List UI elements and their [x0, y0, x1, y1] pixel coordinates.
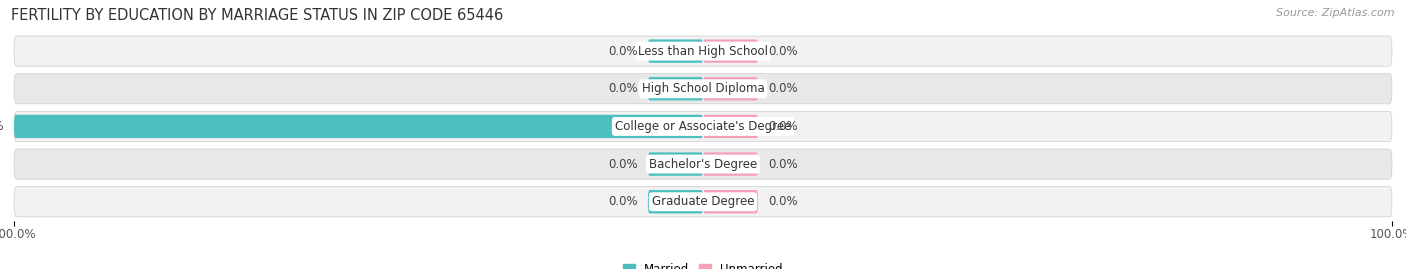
FancyBboxPatch shape: [648, 190, 703, 213]
Text: 0.0%: 0.0%: [607, 158, 637, 171]
FancyBboxPatch shape: [14, 74, 1392, 104]
Text: 0.0%: 0.0%: [769, 158, 799, 171]
FancyBboxPatch shape: [703, 190, 758, 213]
Text: College or Associate's Degree: College or Associate's Degree: [614, 120, 792, 133]
Text: 0.0%: 0.0%: [607, 195, 637, 208]
Text: 100.0%: 100.0%: [0, 120, 4, 133]
Text: 0.0%: 0.0%: [769, 45, 799, 58]
FancyBboxPatch shape: [14, 187, 1392, 217]
Text: Bachelor's Degree: Bachelor's Degree: [650, 158, 756, 171]
Text: 0.0%: 0.0%: [769, 82, 799, 95]
FancyBboxPatch shape: [648, 40, 703, 63]
Text: 0.0%: 0.0%: [769, 195, 799, 208]
FancyBboxPatch shape: [648, 77, 703, 100]
FancyBboxPatch shape: [14, 115, 703, 138]
FancyBboxPatch shape: [14, 111, 1392, 141]
Text: FERTILITY BY EDUCATION BY MARRIAGE STATUS IN ZIP CODE 65446: FERTILITY BY EDUCATION BY MARRIAGE STATU…: [11, 8, 503, 23]
FancyBboxPatch shape: [703, 115, 758, 138]
Text: High School Diploma: High School Diploma: [641, 82, 765, 95]
Legend: Married, Unmarried: Married, Unmarried: [619, 258, 787, 269]
Text: 0.0%: 0.0%: [607, 82, 637, 95]
Text: Graduate Degree: Graduate Degree: [652, 195, 754, 208]
FancyBboxPatch shape: [14, 36, 1392, 66]
FancyBboxPatch shape: [648, 153, 703, 176]
FancyBboxPatch shape: [703, 40, 758, 63]
FancyBboxPatch shape: [14, 149, 1392, 179]
Text: Source: ZipAtlas.com: Source: ZipAtlas.com: [1277, 8, 1395, 18]
Text: 0.0%: 0.0%: [769, 120, 799, 133]
Text: 0.0%: 0.0%: [607, 45, 637, 58]
FancyBboxPatch shape: [703, 153, 758, 176]
Text: Less than High School: Less than High School: [638, 45, 768, 58]
FancyBboxPatch shape: [703, 77, 758, 100]
